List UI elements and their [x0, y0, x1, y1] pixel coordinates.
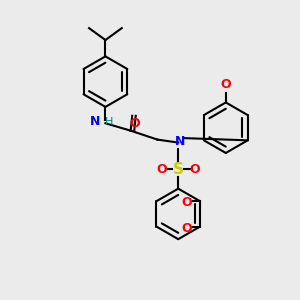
Text: N: N: [90, 115, 100, 128]
Text: N: N: [175, 135, 185, 148]
Text: O: O: [129, 117, 140, 130]
Text: O: O: [182, 196, 192, 209]
Text: O: O: [189, 163, 200, 176]
Text: O: O: [157, 163, 167, 176]
Text: S: S: [173, 162, 184, 177]
Text: O: O: [182, 221, 192, 235]
Text: H: H: [105, 117, 113, 127]
Text: O: O: [220, 78, 231, 91]
